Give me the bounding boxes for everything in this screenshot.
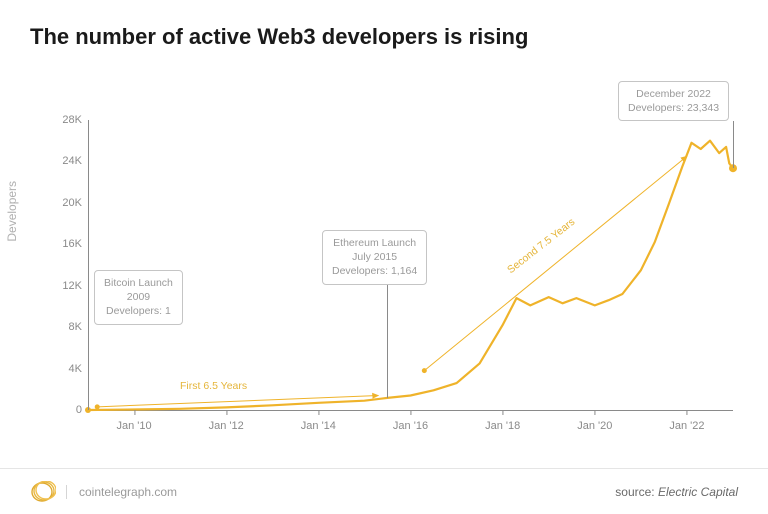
arrow-label-first: First 6.5 Years [180, 380, 247, 392]
callout-ethereum-l1: Ethereum Launch [332, 236, 417, 250]
x-tick: Jan '22 [669, 420, 704, 432]
footer: cointelegraph.com source: Electric Capit… [0, 468, 768, 514]
footer-left: cointelegraph.com [30, 481, 177, 503]
callout-ethereum-l3: Developers: 1,164 [332, 264, 417, 278]
x-ticks: Jan '10 Jan '12 Jan '14 Jan '16 Jan '18 Jan '… [88, 420, 733, 450]
footer-site: cointelegraph.com [66, 485, 177, 499]
y-tick: 0 [52, 404, 82, 416]
y-tick: 8K [52, 321, 82, 333]
y-tick: 4K [52, 363, 82, 375]
x-tick: Jan '10 [116, 420, 151, 432]
callout-bitcoin-l2: 2009 [104, 290, 173, 304]
x-tick: Jan '16 [393, 420, 428, 432]
x-tick: Jan '14 [301, 420, 336, 432]
y-tick: 28K [52, 114, 82, 126]
y-tick: 20K [52, 197, 82, 209]
footer-source: source: Electric Capital [615, 485, 738, 499]
callout-bitcoin-l3: Developers: 1 [104, 304, 173, 318]
callout-bitcoin-line [88, 325, 89, 410]
y-axis-label: Developers [5, 181, 19, 242]
source-name: Electric Capital [658, 485, 738, 499]
x-tick: Jan '20 [577, 420, 612, 432]
chart-title: The number of active Web3 developers is … [30, 24, 528, 50]
callout-ethereum-l2: July 2015 [332, 250, 417, 264]
callout-bitcoin: Bitcoin Launch 2009 Developers: 1 [94, 270, 183, 325]
callout-dec2022: December 2022 Developers: 23,343 [618, 81, 729, 121]
cointelegraph-logo-icon [30, 481, 56, 503]
callout-ethereum: Ethereum Launch July 2015 Developers: 1,… [322, 230, 427, 285]
callout-dec2022-l1: December 2022 [628, 87, 719, 101]
y-tick: 12K [52, 280, 82, 292]
x-tick: Jan '18 [485, 420, 520, 432]
y-ticks: 04K8K12K16K20K24K28K [52, 120, 82, 410]
callout-bitcoin-l1: Bitcoin Launch [104, 276, 173, 290]
callout-dec2022-l2: Developers: 23,343 [628, 101, 719, 115]
y-tick: 24K [52, 155, 82, 167]
x-tick: Jan '12 [209, 420, 244, 432]
chart-area: Developers 04K8K12K16K20K24K28K Jan '10J… [30, 80, 740, 450]
callout-ethereum-line [387, 285, 388, 398]
source-prefix: source: [615, 485, 658, 499]
y-tick: 16K [52, 238, 82, 250]
callout-dec2022-line [733, 121, 734, 168]
